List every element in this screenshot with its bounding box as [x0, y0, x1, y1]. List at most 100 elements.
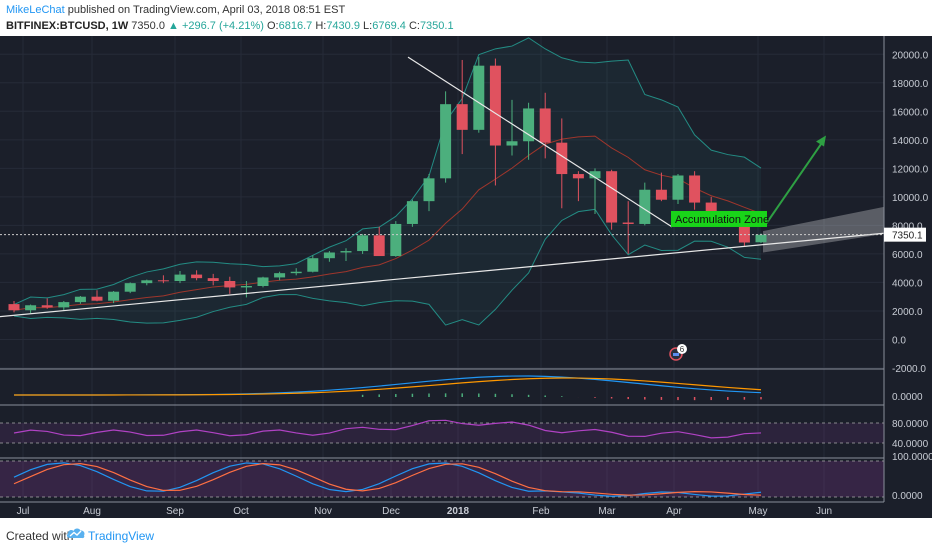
candle-body	[655, 189, 667, 200]
candle[interactable]	[406, 199, 418, 227]
candle[interactable]	[622, 201, 634, 254]
candle[interactable]	[274, 271, 286, 281]
candle[interactable]	[174, 271, 186, 284]
candle[interactable]	[572, 171, 584, 202]
publish-info: MikeLeChat published on TradingView.com,…	[6, 4, 345, 16]
candle[interactable]	[108, 290, 120, 304]
time-tick-label: Jun	[816, 506, 832, 517]
candle[interactable]	[25, 304, 37, 314]
grid	[0, 36, 884, 500]
symbol-label: BITFINEX:BTCUSD, 1W	[6, 20, 129, 32]
candle-body	[523, 108, 535, 142]
candle-body	[141, 280, 153, 284]
candle[interactable]	[41, 298, 53, 309]
candle-body	[390, 223, 402, 257]
low-label: L:	[363, 20, 373, 32]
candle[interactable]	[74, 295, 86, 304]
indicator-tick-label: 0.0000	[892, 392, 923, 403]
candle[interactable]	[672, 174, 684, 204]
candle[interactable]	[373, 226, 385, 257]
author-name[interactable]: MikeLeChat	[6, 4, 65, 16]
candle-body	[738, 225, 750, 243]
time-tick-label: 2018	[447, 506, 470, 517]
overlays: Accumulation Zone 6	[0, 56, 885, 361]
candle-body	[191, 274, 203, 279]
tradingview-brand[interactable]: TradingView	[88, 529, 155, 543]
time-tick-label: Mar	[598, 506, 616, 517]
candle[interactable]	[440, 91, 452, 183]
candle[interactable]	[91, 290, 103, 302]
time-tick-label: May	[749, 506, 768, 517]
created-with-text: Created with	[6, 529, 74, 543]
candle[interactable]	[473, 57, 485, 133]
band-fill	[14, 37, 761, 326]
candles[interactable]	[8, 57, 767, 314]
flag-event-icon-stripe	[673, 353, 679, 356]
candle[interactable]	[141, 279, 153, 286]
zone-shade	[763, 206, 884, 253]
signal-line	[13, 377, 762, 396]
candle[interactable]	[307, 255, 319, 273]
candle[interactable]	[323, 251, 335, 262]
candle[interactable]	[689, 171, 701, 210]
candle[interactable]	[224, 276, 236, 294]
candle-body	[506, 141, 518, 146]
candle[interactable]	[58, 300, 70, 311]
stoch-d-line	[13, 462, 762, 496]
event-badge	[677, 344, 687, 354]
candle[interactable]	[655, 172, 667, 202]
candle[interactable]	[589, 168, 601, 214]
candle[interactable]	[390, 221, 402, 257]
candle[interactable]	[489, 58, 501, 186]
indicator-tick-label: 0.0000	[892, 491, 923, 502]
bollinger-bands	[13, 37, 762, 326]
projection-arrow	[764, 142, 823, 226]
candle[interactable]	[539, 92, 551, 159]
candle[interactable]	[257, 276, 269, 288]
chart-area[interactable]: Accumulation Zone 6 20000.0 18000.0 16000.0…	[0, 36, 932, 518]
candle[interactable]	[191, 270, 203, 281]
candle-body	[473, 65, 485, 130]
time-tick-label: Sep	[166, 506, 184, 517]
candle[interactable]	[8, 300, 20, 313]
accumulation-zone	[763, 206, 884, 253]
candle[interactable]	[340, 248, 352, 262]
candle-body	[357, 235, 369, 252]
rsi-band	[0, 423, 884, 443]
price-tick-label: 4000.0	[892, 278, 923, 289]
indicator-tick-label: 100.0000	[892, 452, 932, 463]
time-tick-label: Feb	[532, 506, 550, 517]
candle-body	[25, 305, 37, 311]
annotation-label: Accumulation Zone	[675, 214, 769, 226]
price-tick-label: 14000.0	[892, 136, 929, 147]
candle[interactable]	[506, 99, 518, 156]
candle[interactable]	[290, 268, 302, 276]
candle-body	[124, 283, 136, 292]
price-tick-label: 10000.0	[892, 193, 929, 204]
candle[interactable]	[357, 233, 369, 254]
candle[interactable]	[423, 174, 435, 212]
price-chart[interactable]: Accumulation Zone 6 20000.0 18000.0 16000.0…	[0, 36, 932, 518]
candle[interactable]	[606, 169, 618, 230]
candle-body	[240, 286, 252, 288]
high-label: H:	[315, 20, 327, 32]
price-tick-label: 16000.0	[892, 107, 929, 118]
candle[interactable]	[124, 282, 136, 294]
candle[interactable]	[240, 281, 252, 298]
macd-line	[13, 375, 762, 396]
candle[interactable]	[639, 182, 651, 226]
candle[interactable]	[157, 275, 169, 284]
candle[interactable]	[207, 273, 219, 286]
candle[interactable]	[456, 59, 468, 155]
candle[interactable]	[523, 102, 535, 160]
indicator-tick-label: 80.0000	[892, 419, 929, 430]
candle-body	[274, 273, 286, 278]
band-lower	[13, 208, 762, 326]
tradingview-cloud-icon[interactable]	[66, 526, 86, 543]
candle-body	[174, 274, 186, 282]
high-value: 7430.9	[326, 20, 360, 32]
candle-body	[307, 258, 319, 272]
candle-body	[290, 271, 302, 274]
time-tick-label: Apr	[666, 506, 682, 517]
candle[interactable]	[556, 118, 568, 209]
